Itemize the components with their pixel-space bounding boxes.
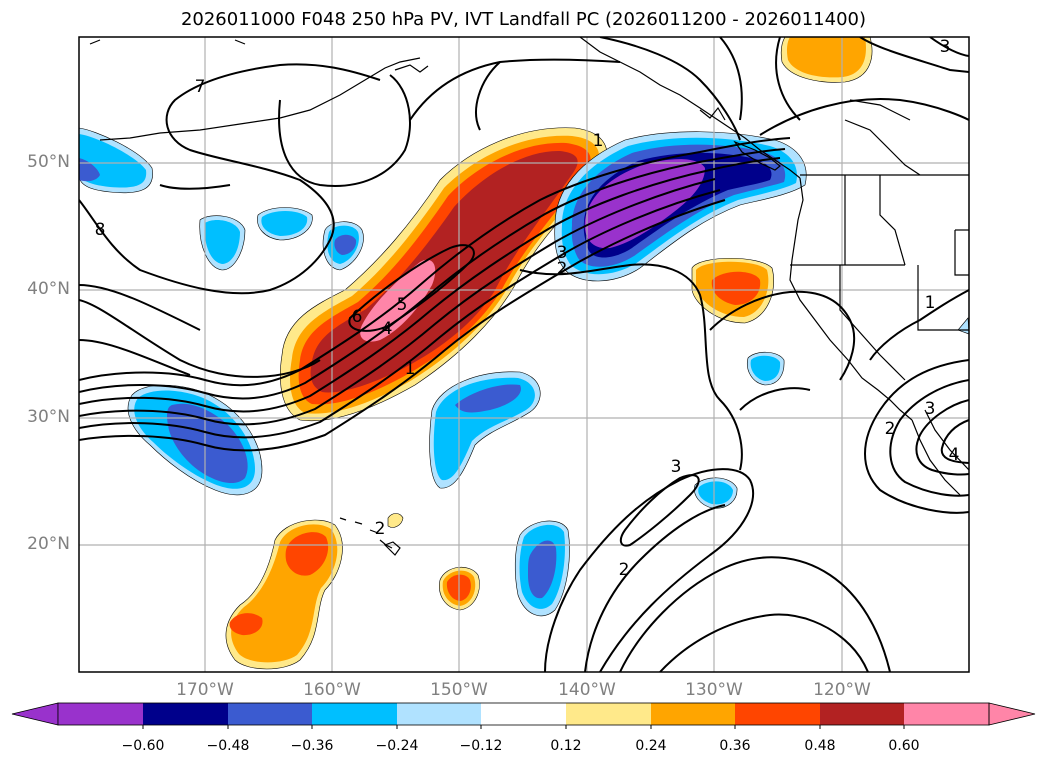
pv-fill-negative-main [554, 131, 807, 282]
colorbar-segment [735, 703, 820, 725]
contour-label: 3 [925, 399, 936, 419]
chart-title: 2026011000 F048 250 hPa PV, IVT Landfall… [180, 9, 867, 30]
contour-label: 2 [375, 519, 386, 539]
colorbar-tick-label: 0.24 [635, 738, 667, 754]
fill-skyblue [261, 211, 308, 236]
fill-royal [334, 234, 357, 255]
colorbar-segment [58, 703, 143, 725]
lon-label: 130°W [685, 680, 743, 700]
fill-orange [786, 37, 866, 78]
colorbar-tick-label: −0.48 [206, 738, 250, 754]
lat-label: 40°N [27, 279, 70, 299]
colorbar-tick-label: −0.60 [121, 738, 165, 754]
colorbar-segment [904, 703, 989, 725]
colorbar [11, 702, 1036, 729]
fill-purple [584, 159, 705, 249]
colorbar-tick-label: 0.48 [804, 738, 836, 754]
contour-label: 2 [885, 419, 896, 439]
fill-royal [528, 540, 557, 599]
colorbar-segment [481, 703, 566, 725]
ivt-contours [79, 37, 969, 672]
lon-label: 170°W [176, 680, 234, 700]
contour-label: 1 [405, 359, 416, 379]
contour-label: 8 [95, 220, 106, 240]
lat-label: 50°N [27, 152, 70, 172]
colorbar-tick-label: 0.12 [550, 738, 582, 754]
lon-label: 150°W [430, 680, 488, 700]
colorbar-tick-label: 0.60 [888, 738, 920, 754]
fill-skyblue [698, 481, 733, 505]
colorbar-tick-label: −0.12 [459, 738, 503, 754]
colorbar-tick-label: −0.24 [375, 738, 419, 754]
fill-royal [79, 158, 100, 182]
lon-label: 160°W [303, 680, 361, 700]
fill-pink [360, 259, 436, 342]
contour-label-group: 1 2 3 4 5 6 7 8 1 2 3 1 2 3 4 2 3 [95, 37, 960, 580]
fill-skyblue [750, 355, 781, 381]
colorbar-tick-label: 0.36 [719, 738, 751, 754]
contour-label: 2 [557, 259, 568, 279]
fill-skyblue [204, 220, 240, 264]
contour-label: 4 [949, 445, 960, 465]
lon-label: 140°W [558, 680, 616, 700]
colorbar-segment [397, 703, 481, 725]
colorbar-extend-left [11, 702, 59, 726]
pv-fill-negative-small [79, 127, 969, 617]
contour-label: 2 [619, 560, 630, 580]
colorbar-segment [651, 703, 735, 725]
colorbar-segment [312, 703, 397, 725]
fill-redorange [711, 271, 761, 305]
lat-label: 30°N [27, 407, 70, 427]
fill-royal [455, 384, 521, 413]
colorbar-segment [820, 703, 904, 725]
coastlines [89, 37, 969, 556]
colorbar-segment [566, 703, 651, 725]
contour-label: 3 [940, 37, 951, 57]
contour-label: 5 [397, 295, 408, 315]
graticule [79, 37, 969, 672]
map-frame [78, 36, 970, 673]
lon-label: 120°W [813, 680, 871, 700]
contour-label: 4 [382, 319, 393, 339]
fill-royal [167, 403, 248, 484]
contour-label: 1 [593, 131, 604, 151]
lat-label: 20°N [27, 534, 70, 554]
contour-label: 7 [195, 77, 206, 97]
colorbar-segment [143, 703, 228, 725]
fill-redorange [285, 532, 329, 576]
colorbar-tick-label: −0.36 [290, 738, 334, 754]
contour-label: 6 [352, 307, 363, 327]
contour-label: 3 [557, 243, 568, 263]
colorbar-extend-right [988, 702, 1036, 726]
contour-label: 1 [925, 293, 936, 313]
fill-yellow [387, 513, 404, 528]
contour-label: 3 [671, 457, 682, 477]
pv-fill-negative-sw [127, 384, 263, 496]
fill-redorange [229, 613, 263, 636]
colorbar-segment [228, 703, 312, 725]
